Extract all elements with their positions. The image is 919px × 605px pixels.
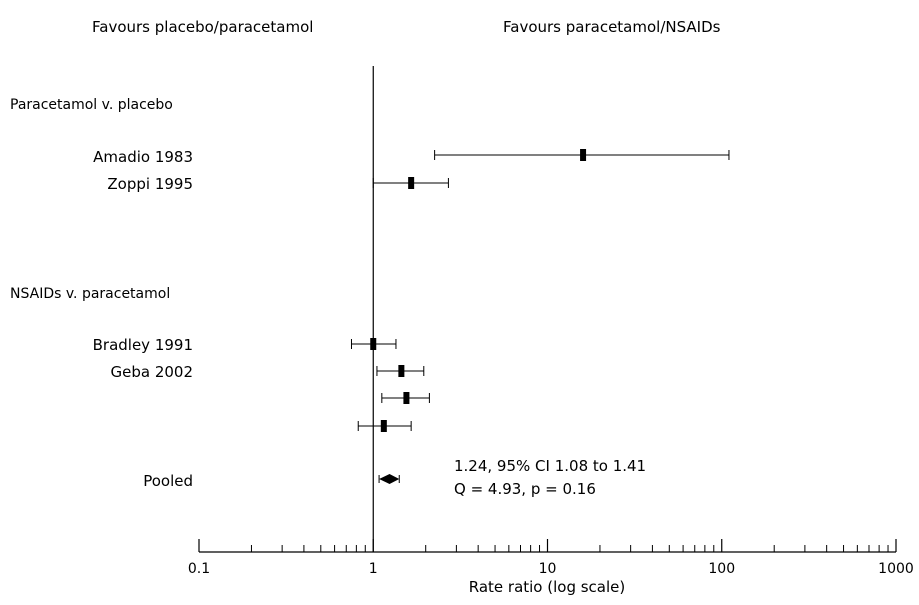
study-row xyxy=(350,338,397,350)
pooled-estimate-annotation: 1.24, 95% CI 1.08 to 1.41 xyxy=(454,457,646,475)
study-row xyxy=(381,392,430,404)
point-estimate xyxy=(403,392,410,404)
study-label-zoppi-1995: Zoppi 1995 xyxy=(107,175,193,193)
favours-left-label: Favours placebo/paracetamol xyxy=(92,18,313,36)
favours-right-label: Favours paracetamol/NSAIDs xyxy=(503,18,721,36)
x-tick-label: 1 xyxy=(369,561,378,577)
point-estimate xyxy=(380,420,387,432)
x-axis-title: Rate ratio (log scale) xyxy=(469,578,626,596)
group-heading-1: Paracetamol v. placebo xyxy=(10,97,173,113)
x-tick-label: 100 xyxy=(708,561,735,577)
study-row xyxy=(372,177,449,189)
point-estimate xyxy=(580,149,587,161)
point-estimate xyxy=(370,338,377,350)
group-heading-2: NSAIDs v. paracetamol xyxy=(10,286,170,302)
study-row xyxy=(376,365,425,377)
x-axis: 0.1 1 10 100 1000 xyxy=(188,539,914,577)
pooled-marker-group xyxy=(378,474,400,484)
heterogeneity-annotation: Q = 4.93, p = 0.16 xyxy=(454,480,596,498)
study-row xyxy=(357,420,412,432)
point-estimate xyxy=(398,365,405,377)
pooled-label: Pooled xyxy=(143,472,193,490)
study-label-amadio-1983: Amadio 1983 xyxy=(93,148,193,166)
pooled-diamond xyxy=(379,474,400,484)
study-row xyxy=(434,149,730,161)
study-label-bradley-1991: Bradley 1991 xyxy=(93,336,193,354)
point-estimate xyxy=(408,177,415,189)
x-tick-label: 1000 xyxy=(878,561,914,577)
study-markers xyxy=(350,149,730,432)
x-tick-label: 10 xyxy=(539,561,557,577)
x-tick-label: 0.1 xyxy=(188,561,210,577)
study-label-geba-2002: Geba 2002 xyxy=(110,363,193,381)
